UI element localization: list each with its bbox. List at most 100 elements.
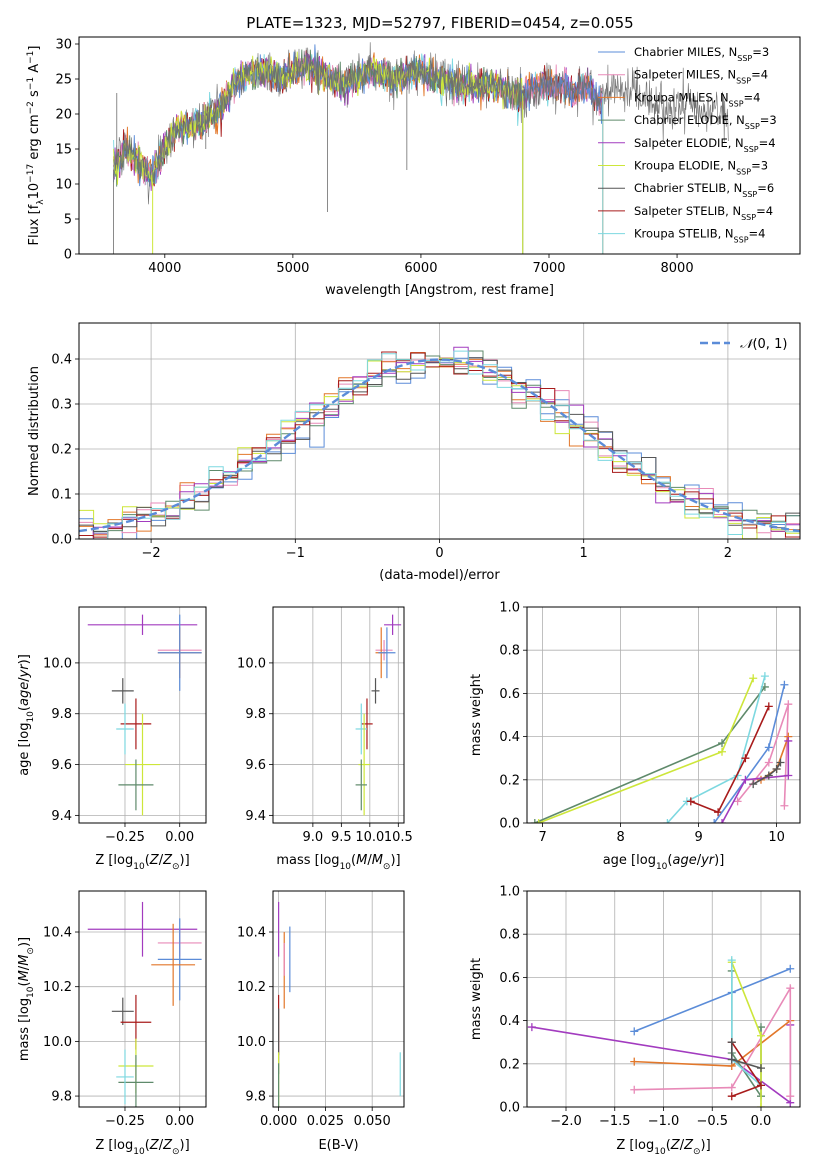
axes-frame xyxy=(78,606,207,824)
weight-line xyxy=(534,686,766,823)
axes-frame xyxy=(526,606,801,824)
y-tick-label: 10.0 xyxy=(237,1035,266,1050)
y-tick-label: 0.8 xyxy=(499,928,520,943)
weight-marker xyxy=(776,758,785,767)
weight-marker xyxy=(784,700,793,709)
label-part: / xyxy=(697,853,702,868)
weight-marker xyxy=(718,747,726,756)
legend-entry: Kroupa MILES, NSSP=4 xyxy=(634,90,760,108)
label-part: M xyxy=(17,970,32,981)
x-tick-label: 0.050 xyxy=(354,1114,391,1129)
weight-line xyxy=(713,684,786,823)
y-tick-label: 0.2 xyxy=(499,1057,520,1072)
weight_vs_age-plot-area xyxy=(530,672,793,823)
y-tick-label: 0.1 xyxy=(51,488,72,503)
legend-sub: SSP xyxy=(737,54,752,63)
label-part: age [log xyxy=(603,853,656,868)
weight-marker xyxy=(714,808,723,817)
y-tick-label: 0 xyxy=(64,248,72,263)
weight-line xyxy=(690,706,770,814)
axes-frame xyxy=(78,890,207,1108)
y-tick-label: 0.8 xyxy=(499,644,520,659)
label-part: Z xyxy=(162,853,173,868)
spectrum-plot-area xyxy=(113,42,729,254)
weight-marker xyxy=(733,797,742,806)
x-tick-label: 0.00 xyxy=(165,1114,194,1129)
weight-marker xyxy=(784,771,793,780)
label-part: )] xyxy=(180,853,190,868)
x-axis-label: age [log10(age/yr)] xyxy=(603,853,725,872)
x-tick-label: 0.0 xyxy=(751,1114,772,1129)
x-tick-label: 9 xyxy=(694,830,702,845)
age_vs_mass-plot-area xyxy=(355,614,402,816)
y-tick-label: 1.0 xyxy=(499,601,520,616)
label-part: / xyxy=(367,853,372,868)
label-part: −17 xyxy=(26,164,36,183)
axes-frame xyxy=(78,322,801,540)
weight-line xyxy=(538,677,754,823)
label-part: λ xyxy=(36,199,46,205)
x-tick-label: 0.025 xyxy=(307,1114,344,1129)
y-tick-label: 9.8 xyxy=(51,1090,72,1105)
legend-text: Kroupa ELODIE, N xyxy=(634,159,736,173)
label-part: yr xyxy=(17,663,32,679)
label-part: Z xyxy=(162,1138,173,1153)
legend-suffix: =3 xyxy=(760,113,777,127)
y-tick-label: 9.8 xyxy=(245,1090,266,1105)
x-tick-label: −0.5 xyxy=(696,1114,728,1129)
y-tick-label: 0.0 xyxy=(51,533,72,548)
label-part: Z xyxy=(149,1138,160,1153)
y-tick-label: 0.2 xyxy=(51,443,72,458)
weight-marker xyxy=(780,801,789,810)
x-tick-label: 5000 xyxy=(276,261,309,276)
label-part: ⊙ xyxy=(383,862,391,872)
label-part: / xyxy=(680,1138,685,1153)
x-axis-label: Z [log10(Z/Z⊙)] xyxy=(95,853,189,872)
y-tick-label: 0.2 xyxy=(499,773,520,788)
weight-marker xyxy=(718,739,726,748)
weight-marker xyxy=(741,775,750,784)
weight-marker xyxy=(727,1083,736,1092)
figure-title: PLATE=1323, MJD=52797, FIBERID=0454, z=0… xyxy=(246,14,633,32)
weight-marker xyxy=(630,1027,639,1036)
y-axis-label: mass weight xyxy=(469,958,484,1040)
weight-marker xyxy=(749,674,758,683)
legend-entry: Salpeter ELODIE, NSSP=4 xyxy=(634,136,776,154)
x-tick-label: 4000 xyxy=(148,261,181,276)
residuals-plot-area xyxy=(79,346,800,539)
label-part: s xyxy=(27,90,42,101)
x-tick-label: 9.0 xyxy=(303,830,324,845)
y-tick-label: 10 xyxy=(55,178,72,193)
weight-marker xyxy=(727,956,736,965)
x-tick-label: −2 xyxy=(142,546,161,561)
legend-sub: SSP xyxy=(742,190,757,199)
legend-suffix: =4 xyxy=(744,90,761,104)
label-part: / xyxy=(17,965,32,970)
legend-sub: SSP xyxy=(736,167,751,176)
label-part: / xyxy=(159,853,164,868)
label-part: ( xyxy=(666,1138,671,1153)
legend-text: Chabrier ELODIE, N xyxy=(634,113,745,127)
legend-suffix: =6 xyxy=(757,181,774,195)
label-part: M xyxy=(17,955,32,966)
label-part: ( xyxy=(145,853,150,868)
weight-marker xyxy=(764,758,773,767)
legend-suffix: =4 xyxy=(756,204,773,218)
label-part: )] xyxy=(701,1138,711,1153)
label-part: −1 xyxy=(26,77,36,90)
data-spectrum-line xyxy=(113,42,729,205)
y-tick-label: 10.0 xyxy=(43,1035,72,1050)
y-tick-label: 0.4 xyxy=(499,730,520,745)
label-part: ⊙ xyxy=(172,1147,180,1157)
y-tick-label: 20 xyxy=(55,108,72,123)
label-part: ( xyxy=(17,981,32,986)
weight-marker xyxy=(764,702,773,711)
label-part: ( xyxy=(17,706,32,711)
legend-sub: SSP xyxy=(745,122,760,131)
legend-suffix: =4 xyxy=(749,227,766,241)
weight-marker xyxy=(534,819,543,823)
label-part: erg cm xyxy=(27,114,42,163)
y-tick-label: 10.0 xyxy=(237,656,266,671)
